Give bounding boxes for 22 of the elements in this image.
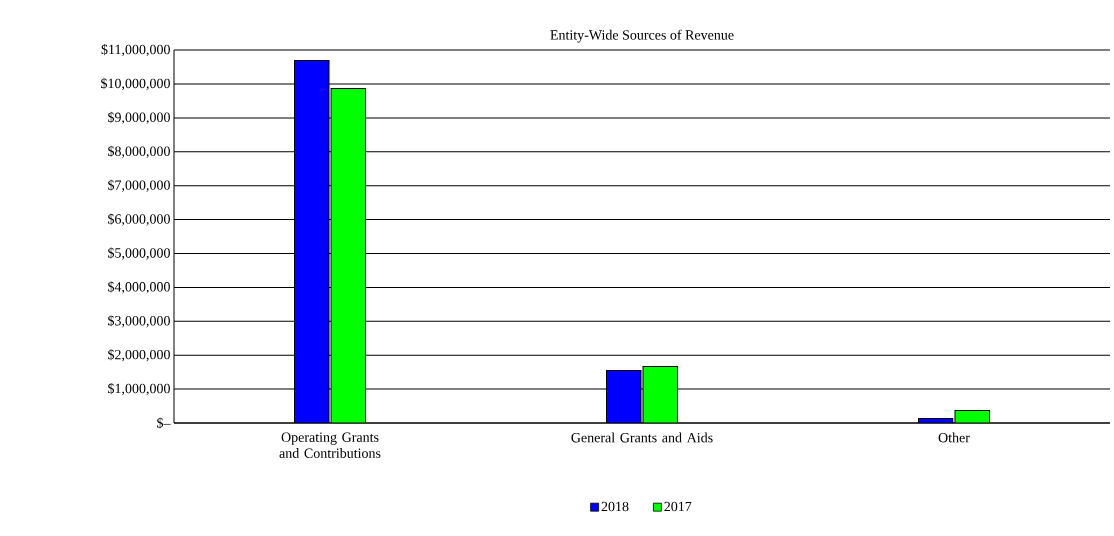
y-tick-label: $2,000,000: [108, 349, 170, 362]
bar: [294, 60, 330, 423]
y-tick-label: $3,000,000: [108, 315, 170, 328]
x-tick-label: General Grants and Aids: [571, 432, 713, 443]
x-tick-label: Operating Grants and Contributions: [279, 432, 381, 458]
legend-label: 2018: [601, 501, 629, 512]
x-tick-label: Other: [938, 432, 970, 443]
y-tick-label: $10,000,000: [101, 77, 170, 91]
bar: [330, 87, 366, 423]
y-tick-label: $8,000,000: [108, 145, 170, 158]
y-tick-label: $7,000,000: [108, 179, 170, 192]
y-tick-label: $5,000,000: [108, 247, 170, 260]
y-tick-label: $6,000,000: [108, 213, 170, 226]
y-tick-label: $11,000,000: [101, 43, 170, 57]
y-tick-label: $4,000,000: [108, 281, 170, 294]
y-tick-label: $9,000,000: [108, 111, 170, 125]
bar: [642, 365, 678, 423]
bar: [606, 369, 642, 423]
chart-title: Entity-Wide Sources of Revenue: [550, 29, 734, 43]
y-tick-label: $–: [157, 417, 171, 429]
y-tick-label: $1,000,000: [108, 382, 170, 396]
legend-label: 2017: [664, 501, 692, 512]
